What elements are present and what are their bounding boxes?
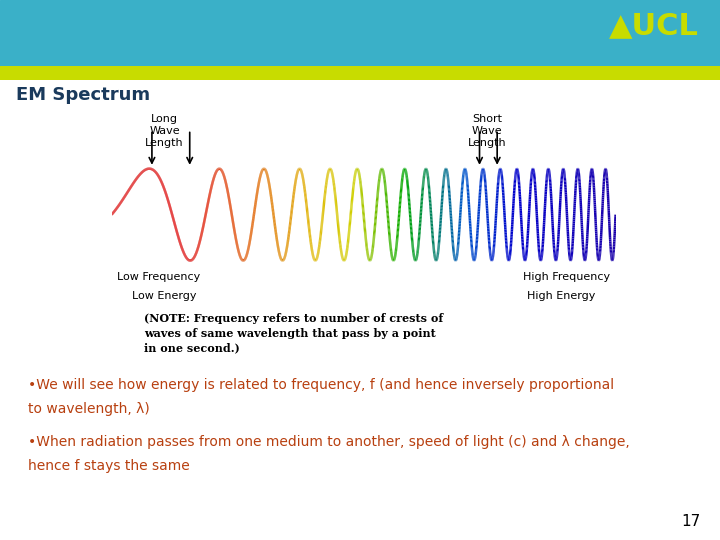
Text: High Energy: High Energy — [527, 291, 595, 301]
Text: Low Energy: Low Energy — [132, 291, 197, 301]
Text: to wavelength, λ): to wavelength, λ) — [28, 402, 150, 416]
Text: hence f stays the same: hence f stays the same — [28, 459, 190, 473]
Text: ▲UCL: ▲UCL — [608, 11, 698, 40]
Text: •We will see how energy is related to frequency, f (and hence inversely proporti: •We will see how energy is related to fr… — [28, 378, 614, 392]
Text: (NOTE: Frequency refers to number of crests of
waves of same wavelength that pas: (NOTE: Frequency refers to number of cre… — [144, 313, 443, 353]
Text: •When radiation passes from one medium to another, speed of light (c) and λ chan: •When radiation passes from one medium t… — [28, 435, 630, 449]
Text: High Frequency: High Frequency — [523, 272, 611, 282]
Text: EM Spectrum: EM Spectrum — [16, 86, 150, 104]
Text: Short
Wave
Length: Short Wave Length — [468, 114, 506, 147]
Text: Low Frequency: Low Frequency — [117, 272, 200, 282]
Text: Long
Wave
Length: Long Wave Length — [145, 114, 184, 147]
Text: 17: 17 — [682, 514, 701, 529]
